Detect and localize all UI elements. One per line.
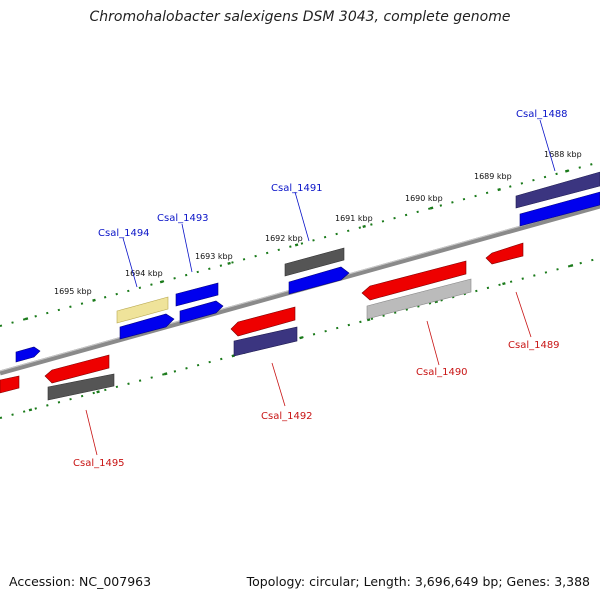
gene-label-bottom[interactable]: Csal_1495 (73, 458, 125, 469)
gene-csal-1495-red[interactable] (44, 354, 110, 384)
leader-line-csal-1488 (539, 119, 556, 172)
leader-line-csal-1492 (271, 362, 286, 407)
gene-csal-1491-gray[interactable] (284, 247, 345, 277)
gene-label-bottom[interactable]: Csal_1490 (416, 367, 468, 378)
gene-reverse-left[interactable] (0, 375, 20, 394)
leader-line-csal-1493 (181, 223, 193, 273)
gene-label-top[interactable]: Csal_1488 (516, 109, 568, 120)
upper-tick-track-major (0, 160, 600, 328)
kbp-label: 1690 kbp (405, 194, 443, 203)
gene-label-top[interactable]: Csal_1491 (271, 183, 323, 194)
accession-label: Accession: NC_007963 (9, 574, 152, 589)
leader-line-csal-1495 (85, 409, 98, 456)
gene-csal-1495[interactable] (47, 373, 115, 401)
gene-csal-1489[interactable] (485, 242, 524, 265)
gene-forward-1[interactable] (15, 346, 41, 363)
kbp-label: 1694 kbp (125, 269, 163, 278)
kbp-label: 1692 kbp (265, 234, 303, 243)
kbp-label: 1695 kbp (54, 287, 92, 296)
leader-line-csal-1489 (515, 291, 532, 338)
gene-label-top[interactable]: Csal_1493 (157, 213, 209, 224)
gene-csal-1488-purple[interactable] (515, 171, 600, 209)
leader-line-csal-1494 (122, 237, 138, 288)
gene-csal-1493-b[interactable] (179, 300, 224, 324)
gene-csal-1493-a[interactable] (175, 282, 219, 307)
gene-csal-1494-forward[interactable] (119, 313, 175, 340)
gene-csal-1494[interactable] (116, 296, 169, 324)
kbp-label: 1689 kbp (474, 172, 512, 181)
kbp-label: 1693 kbp (195, 252, 233, 261)
topology-label: Topology: circular; Length: 3,696,649 bp… (246, 574, 590, 589)
kbp-label: 1691 kbp (335, 214, 373, 223)
lower-tick-track-major (0, 256, 600, 420)
gene-label-bottom[interactable]: Csal_1489 (508, 340, 560, 351)
gene-csal-1492[interactable] (233, 326, 298, 357)
gene-csal-1490-red[interactable] (361, 260, 467, 301)
lower-tick-track (0, 257, 600, 419)
gene-csal-1488[interactable] (519, 191, 600, 227)
gene-csal-1490[interactable] (366, 278, 472, 320)
gene-csal-1491[interactable] (288, 266, 350, 295)
leader-line-csal-1490 (426, 320, 440, 366)
kbp-label: 1688 kbp (544, 150, 582, 159)
gene-csal-1492-red[interactable] (230, 306, 296, 337)
gene-label-top[interactable]: Csal_1494 (98, 228, 150, 239)
leader-line-csal-1491 (294, 191, 310, 242)
gene-label-bottom[interactable]: Csal_1492 (261, 411, 313, 422)
genome-title: Chromohalobacter salexigens DSM 3043, co… (89, 9, 511, 25)
